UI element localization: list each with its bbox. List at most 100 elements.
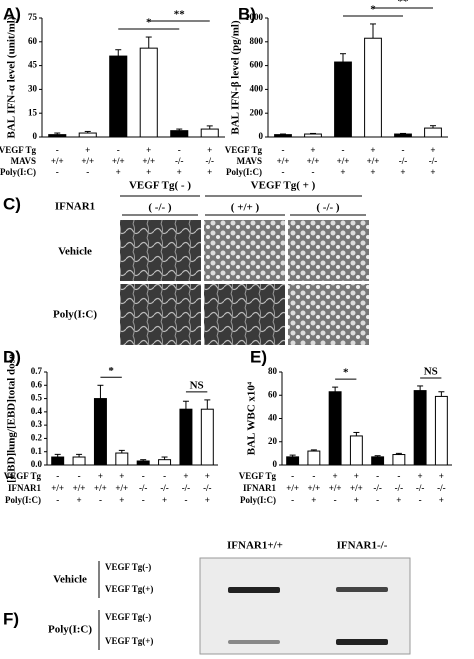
band	[228, 640, 280, 644]
group-label: VEGF Tg( - )	[129, 180, 191, 192]
row-label: VEGF Tg	[4, 471, 42, 481]
row-cell: -	[142, 471, 145, 481]
row-cell: -	[397, 471, 400, 481]
y-tick-label: 0.3	[31, 419, 43, 429]
significance-label: *	[108, 365, 114, 377]
row-cell: -	[184, 495, 187, 505]
y-axis-label: [EBD]lung/[EBD]total dose	[6, 354, 18, 483]
panel-letter: B)	[238, 4, 256, 23]
row-cell: -/-	[437, 483, 446, 493]
row-cell: +	[98, 471, 103, 481]
row-cell: +	[310, 145, 315, 155]
y-tick-label: 0.4	[31, 406, 43, 416]
y-tick-label: 60	[28, 36, 38, 46]
row-cell: +	[207, 167, 212, 177]
micrograph	[288, 220, 369, 281]
significance-label: NS	[424, 365, 438, 377]
y-tick-label: 40	[268, 413, 278, 423]
band	[228, 587, 280, 593]
panel-letter: D)	[3, 347, 21, 366]
row-label: MAVS	[237, 156, 262, 166]
group-label: Vehicle	[53, 574, 87, 586]
row-cell: +/+	[115, 483, 128, 493]
row-cell: +	[354, 495, 359, 505]
y-tick-label: 75	[28, 12, 38, 22]
row-cell: -/-	[399, 156, 408, 166]
row-cell: -	[163, 471, 166, 481]
bar	[170, 130, 189, 138]
row-cell: +/+	[73, 483, 86, 493]
y-tick-label: 600	[250, 60, 264, 70]
row-cell: -	[117, 145, 120, 155]
row-label: Poly(I:C)	[5, 495, 41, 505]
row-cell: -	[56, 471, 59, 481]
y-tick-label: 20	[268, 436, 278, 446]
row-label: VEGF Tg	[0, 145, 36, 155]
row-cell: -/-	[206, 156, 215, 166]
significance-label: **	[398, 0, 410, 7]
bar	[139, 47, 158, 138]
row-cell: +	[205, 495, 210, 505]
row-label: VEGF Tg	[239, 471, 277, 481]
row-cell: +	[119, 495, 124, 505]
y-tick-label: 0.6	[31, 379, 43, 389]
bar	[51, 456, 65, 466]
significance-label: *	[370, 3, 376, 15]
significance-label: **	[174, 9, 186, 21]
row-cell: +	[183, 471, 188, 481]
row-cell: -	[178, 145, 181, 155]
row-cell: -	[291, 495, 294, 505]
row-label: IFNAR1	[243, 483, 276, 493]
lane-label: VEGF Tg(-)	[105, 612, 151, 622]
micrograph	[204, 284, 285, 345]
row-header: IFNAR1	[55, 201, 95, 213]
row-cell: +	[146, 145, 151, 155]
row-cell: +	[430, 145, 435, 155]
row-cell: +	[119, 471, 124, 481]
row-cell: -	[86, 167, 89, 177]
bar	[109, 55, 128, 138]
y-axis-label: BAL WBC x10⁴	[246, 381, 258, 455]
row-cell: +	[396, 495, 401, 505]
micrograph	[288, 284, 369, 345]
row-cell: -/-	[395, 483, 404, 493]
row-cell: -/-	[203, 483, 212, 493]
bar	[304, 133, 322, 138]
row-cell: -/-	[139, 483, 148, 493]
row-cell: +	[162, 495, 167, 505]
y-axis-label: BAL IFN-α level (unit/ml)	[6, 16, 18, 138]
y-tick-label: 30	[28, 83, 38, 93]
row-cell: +	[205, 471, 210, 481]
row-cell: +/+	[94, 483, 107, 493]
y-tick-label: 400	[250, 83, 264, 93]
row-cell: +/+	[307, 483, 320, 493]
y-tick-label: 0	[273, 459, 278, 469]
band	[336, 587, 388, 592]
row-cell: -/-	[175, 156, 184, 166]
row-cell: +/+	[142, 156, 155, 166]
row-label: MAVS	[11, 156, 36, 166]
column-label: IFNAR1+/+	[227, 540, 283, 552]
lane-label: VEGF Tg(-)	[105, 562, 151, 572]
row-cell: +	[207, 145, 212, 155]
row-cell: +	[177, 167, 182, 177]
bar	[200, 128, 219, 138]
row-cell: -	[376, 471, 379, 481]
row-cell: -/-	[416, 483, 425, 493]
bar	[274, 134, 292, 138]
y-tick-label: 1000	[245, 12, 264, 22]
row-cell: +/+	[81, 156, 94, 166]
row-cell: -	[312, 167, 315, 177]
row-cell: +/+	[112, 156, 125, 166]
y-tick-label: 0.7	[31, 366, 43, 376]
bar	[392, 454, 406, 466]
gel	[199, 557, 411, 655]
row-cell: -	[376, 495, 379, 505]
lane-label: VEGF Tg(+)	[105, 636, 153, 646]
row-label: Poly(I:C)	[240, 495, 276, 505]
row-cell: +	[439, 471, 444, 481]
row-cell: -/-	[429, 156, 438, 166]
y-tick-label: 80	[268, 366, 278, 376]
row-cell: +/+	[350, 483, 363, 493]
